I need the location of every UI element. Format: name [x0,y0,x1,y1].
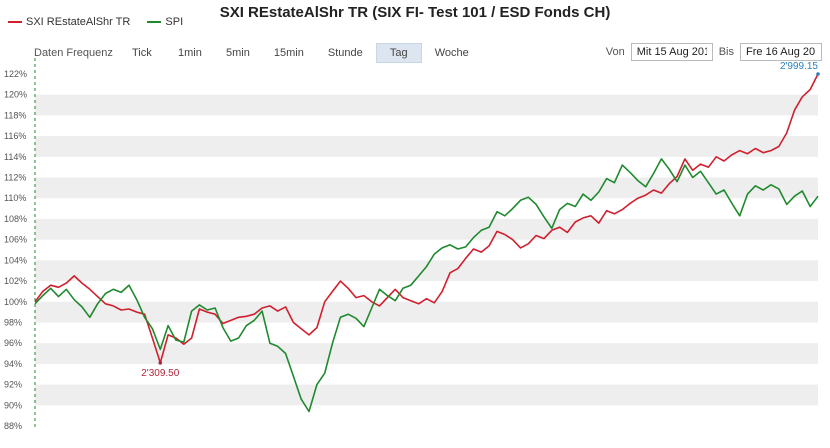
y-tick-label: 116% [4,131,26,141]
y-tick-label: 104% [4,255,27,265]
freq-button-tick[interactable]: Tick [132,47,152,59]
y-tick-label: 112% [4,173,26,183]
y-tick-label: 110% [4,193,26,203]
grid-band [35,301,818,323]
grid-band [35,94,818,116]
freq-button-woche[interactable]: Woche [434,47,469,59]
annotation-point [816,72,820,76]
frequency-toolbar: Daten Frequenz Tick 1min 5min 15min Stun… [34,43,482,63]
y-axis: 88% 90% 92% 94% 96% 98% 100% 102% 104% 106% 108% 11… [4,69,27,431]
annotation-label: 2'999.15 [780,61,818,72]
legend-label-sxi: SXI REstateAlShr TR [26,16,131,28]
legend-swatch-spi [147,21,162,23]
y-tick-label: 100% [4,297,27,307]
freq-button-5min[interactable]: 5min [225,47,250,59]
series-line-sxi [34,73,819,364]
annotation-label: 2'309.50 [141,368,179,379]
y-tick-label: 88% [4,421,22,431]
grid-band [35,384,818,406]
y-tick-label: 94% [4,359,22,369]
to-date-input[interactable] [740,43,822,61]
y-tick-label: 106% [4,235,27,245]
freq-button-stunde[interactable]: Stunde [327,47,363,59]
y-tick-label: 108% [4,214,27,224]
grid-band [35,218,818,240]
to-label: Bis [718,46,734,58]
annotation-marks: 2'309.50 2'999.15 [141,61,820,379]
grid-band [35,136,818,157]
y-tick-label: 90% [4,400,22,410]
grid-band [35,260,818,282]
freq-button-15min[interactable]: 15min [273,47,304,59]
grid-band [35,343,818,364]
y-tick-label: 114% [4,152,26,162]
legend-swatch-sxi [8,21,22,23]
from-label: Von [605,46,625,58]
freq-button-1min[interactable]: 1min [177,47,202,59]
legend: SXI REstateAlShr TR SPI [8,14,197,28]
annotation-point [158,361,163,365]
y-tick-label: 122% [4,69,27,79]
y-tick-label: 96% [4,338,22,348]
frequency-label: Daten Frequenz [34,47,113,59]
y-tick-label: 118% [4,110,26,120]
date-range: Von Bis [600,43,822,61]
freq-button-tag[interactable]: Tag [375,43,422,63]
y-tick-label: 92% [4,380,22,390]
series-lines [34,73,819,413]
legend-item-spi[interactable]: SPI [147,16,183,28]
y-tick-label: 120% [4,90,27,100]
grid-band [35,177,818,199]
y-tick-label: 102% [4,276,27,286]
chart-title: SXI REstateAlShr TR (SIX FI- Test 101 / … [219,4,611,21]
grid-bands [35,94,818,406]
y-tick-label: 98% [4,317,22,327]
legend-item-sxi[interactable]: SXI REstateAlShr TR [8,16,130,28]
series-line-spi [34,158,819,413]
legend-label-spi: SPI [165,16,184,28]
from-date-input[interactable] [630,43,713,61]
